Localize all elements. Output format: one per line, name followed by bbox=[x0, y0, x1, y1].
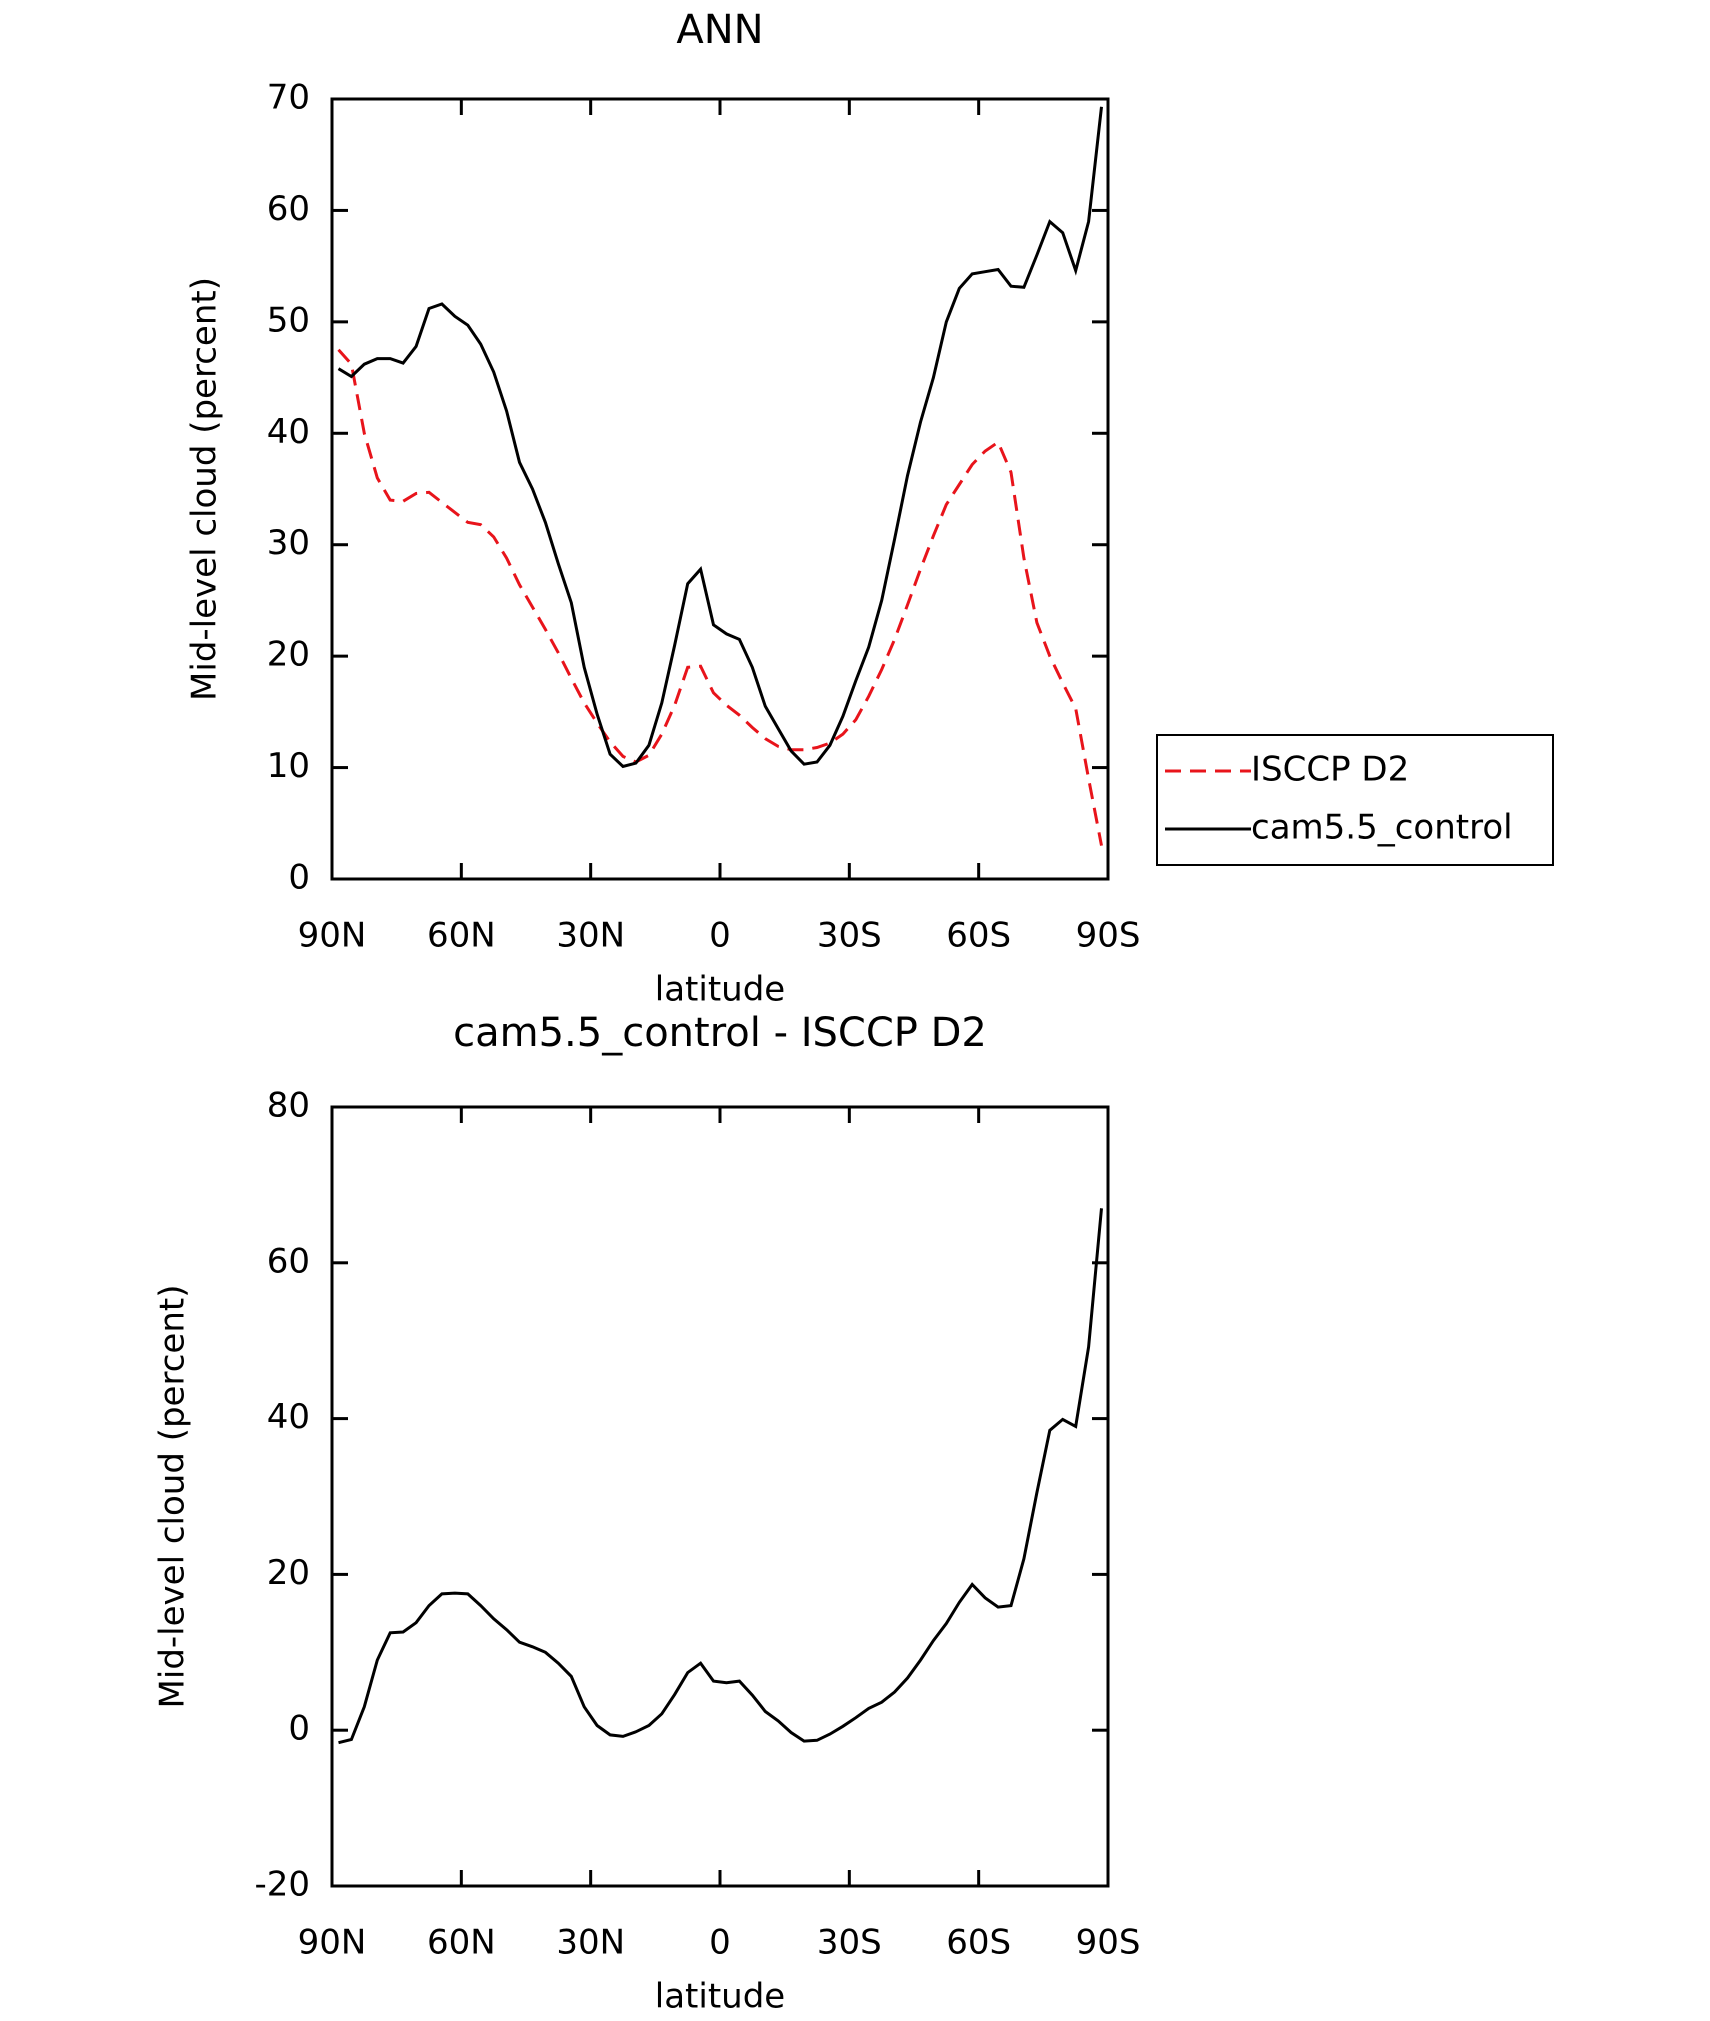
x-tick-label: 60N bbox=[427, 916, 496, 956]
series-line bbox=[338, 1208, 1103, 1745]
x-tick-label: 90N bbox=[298, 1923, 367, 1963]
y-tick-label: 80 bbox=[267, 1086, 310, 1126]
x-tick-label: 60S bbox=[946, 1923, 1011, 1963]
x-tick-label: 90S bbox=[1076, 1923, 1141, 1963]
y-tick-label: 0 bbox=[288, 858, 310, 898]
legend-label: ISCCP D2 bbox=[1251, 750, 1409, 790]
x-axis-label: latitude bbox=[655, 970, 785, 1010]
y-tick-label: 40 bbox=[267, 412, 310, 452]
x-tick-label: 0 bbox=[709, 1923, 731, 1963]
legend-box bbox=[1156, 734, 1554, 866]
x-tick-label: 30N bbox=[556, 916, 625, 956]
y-tick-label: 20 bbox=[267, 1553, 310, 1593]
chart-title: ANN bbox=[676, 7, 763, 53]
series-line bbox=[337, 106, 1103, 769]
y-tick-label: 70 bbox=[267, 78, 310, 118]
y-tick-label: 10 bbox=[267, 746, 310, 786]
y-tick-label: 60 bbox=[267, 1241, 310, 1281]
chart-title: cam5.5_control - ISCCP D2 bbox=[453, 1010, 987, 1056]
y-axis-label: Mid-level cloud (percent) bbox=[153, 1285, 193, 1709]
y-tick-label: 60 bbox=[267, 189, 310, 229]
x-axis-label: latitude bbox=[655, 1977, 785, 2017]
x-tick-label: 60S bbox=[946, 916, 1011, 956]
y-tick-label: 0 bbox=[288, 1709, 310, 1749]
series-line bbox=[337, 348, 1103, 846]
x-tick-label: 30S bbox=[817, 916, 882, 956]
x-tick-label: 30N bbox=[556, 1923, 625, 1963]
x-tick-label: 0 bbox=[709, 916, 731, 956]
y-axis-label: Mid-level cloud (percent) bbox=[185, 277, 225, 701]
y-tick-label: 50 bbox=[267, 300, 310, 340]
plot-frame bbox=[330, 1105, 1110, 1888]
plot-frame bbox=[330, 97, 1110, 881]
x-tick-label: 90S bbox=[1076, 916, 1141, 956]
y-tick-label: 30 bbox=[267, 523, 310, 563]
y-tick-label: 40 bbox=[267, 1397, 310, 1437]
y-tick-label: -20 bbox=[254, 1865, 310, 1905]
x-tick-label: 30S bbox=[817, 1923, 882, 1963]
x-tick-label: 60N bbox=[427, 1923, 496, 1963]
legend-label: cam5.5_control bbox=[1251, 808, 1513, 848]
x-tick-label: 90N bbox=[298, 916, 367, 956]
y-tick-label: 20 bbox=[267, 635, 310, 675]
